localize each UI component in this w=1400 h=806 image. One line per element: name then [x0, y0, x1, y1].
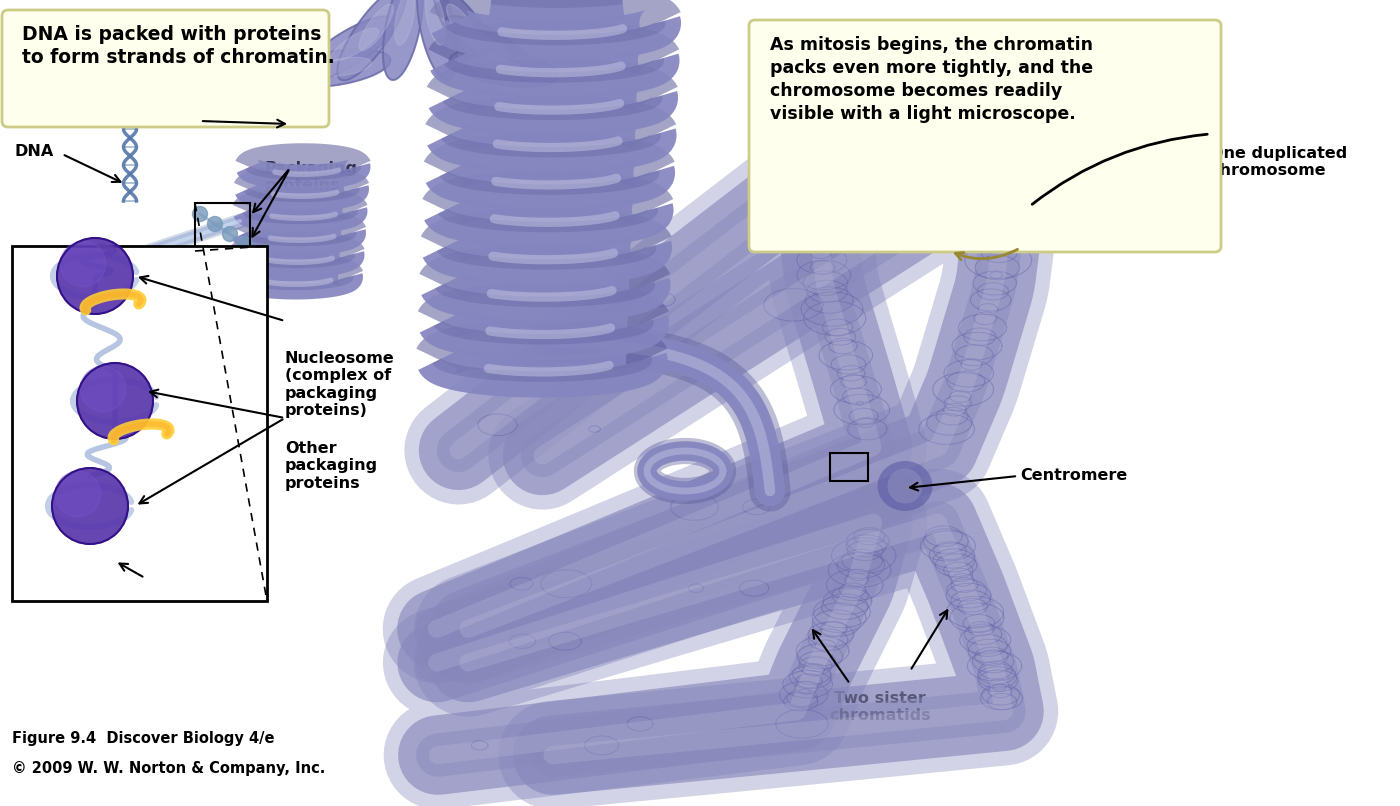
Polygon shape — [449, 49, 559, 87]
Polygon shape — [447, 4, 480, 51]
Polygon shape — [301, 16, 395, 81]
Text: DNA is packed with proteins
to form strands of chromatin.: DNA is packed with proteins to form stra… — [22, 25, 335, 67]
Text: Packaging
proteins: Packaging proteins — [265, 161, 358, 193]
Text: One duplicated
chromosome: One duplicated chromosome — [1210, 146, 1347, 178]
Circle shape — [193, 206, 207, 222]
Text: DNA: DNA — [130, 588, 169, 603]
Polygon shape — [469, 57, 524, 76]
Text: Nucleosome
(complex of
packaging
proteins): Nucleosome (complex of packaging protein… — [286, 351, 395, 418]
Ellipse shape — [878, 461, 932, 511]
Circle shape — [80, 366, 126, 412]
FancyBboxPatch shape — [13, 246, 267, 601]
Circle shape — [57, 238, 133, 314]
Circle shape — [52, 468, 127, 544]
Text: Two sister
chromatids: Two sister chromatids — [829, 691, 931, 724]
Text: Figure 9.4  Discover Biology 4/e: Figure 9.4 Discover Biology 4/e — [13, 731, 274, 746]
Polygon shape — [461, 28, 508, 60]
Circle shape — [55, 472, 101, 517]
Text: As mitosis begins, the chromatin
packs even more tightly, and the
chromosome bec: As mitosis begins, the chromatin packs e… — [770, 36, 1093, 123]
Circle shape — [77, 363, 153, 439]
Text: © 2009 W. W. Norton & Company, Inc.: © 2009 W. W. Norton & Company, Inc. — [13, 761, 325, 776]
Circle shape — [252, 247, 267, 261]
Polygon shape — [445, 16, 539, 81]
Polygon shape — [337, 0, 406, 81]
Polygon shape — [426, 0, 445, 45]
Circle shape — [223, 226, 238, 242]
Polygon shape — [332, 28, 379, 60]
Circle shape — [60, 241, 106, 287]
Circle shape — [207, 217, 223, 231]
Ellipse shape — [888, 468, 923, 504]
Polygon shape — [316, 57, 371, 76]
Polygon shape — [417, 0, 456, 80]
Polygon shape — [281, 49, 391, 87]
FancyBboxPatch shape — [1, 10, 329, 127]
Polygon shape — [384, 0, 423, 80]
Text: DNA: DNA — [15, 143, 55, 159]
Text: Centromere: Centromere — [1021, 468, 1127, 484]
Polygon shape — [360, 4, 393, 51]
Polygon shape — [434, 0, 503, 81]
Polygon shape — [395, 0, 414, 45]
Circle shape — [238, 236, 252, 251]
Text: Other
packaging
proteins: Other packaging proteins — [286, 441, 378, 491]
FancyBboxPatch shape — [749, 20, 1221, 252]
